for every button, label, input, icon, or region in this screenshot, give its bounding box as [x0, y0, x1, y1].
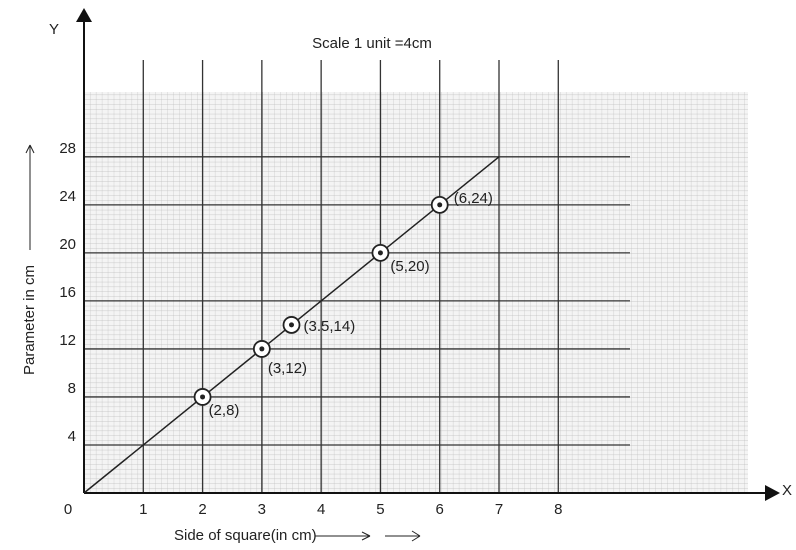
- point-dot: [200, 394, 206, 400]
- y-arrow: [76, 8, 92, 22]
- chart-title: Scale 1 unit =4cm: [312, 35, 432, 52]
- y-tick-label: 4: [68, 428, 76, 445]
- x-tick-label: 4: [317, 501, 325, 518]
- x-label-arrow: [315, 531, 371, 541]
- x-axis-name: X: [782, 482, 792, 499]
- y-tick-label: 8: [68, 380, 76, 397]
- point-dot: [437, 202, 443, 208]
- x-tick-label: 5: [376, 501, 384, 518]
- y-tick-label: 16: [59, 284, 76, 301]
- grid: [84, 60, 630, 493]
- x-tick-label: 2: [198, 501, 206, 518]
- point-dot: [377, 250, 383, 256]
- point-label: (6,24): [454, 190, 493, 207]
- x-tick-label: 6: [436, 501, 444, 518]
- point-label: (3.5,14): [304, 318, 356, 335]
- x-tick-label: 7: [495, 501, 503, 518]
- y-tick-label: 12: [59, 332, 76, 349]
- point-label: (5,20): [390, 258, 429, 275]
- x-arrow: [765, 485, 780, 501]
- y-tick-label: 20: [59, 236, 76, 253]
- y-tick-label: 28: [59, 140, 76, 157]
- minor-grid: [84, 92, 748, 493]
- y-label-arrow: [25, 144, 35, 250]
- y-axis-name: Y: [49, 21, 59, 38]
- point-label: (3,12): [268, 360, 307, 377]
- point-dot: [259, 346, 265, 352]
- point-label: (2,8): [209, 402, 240, 419]
- x-axis-label: Side of square(in cm): [174, 527, 317, 544]
- x-label-arrow: [385, 530, 421, 542]
- y-tick-label: 24: [59, 188, 76, 205]
- y-axis-label: Parameter in cm: [21, 265, 38, 375]
- point-dot: [289, 322, 294, 328]
- x-tick-label: 8: [554, 501, 562, 518]
- x-tick-label: 3: [258, 501, 266, 518]
- x-tick-label: 0: [64, 501, 72, 518]
- x-tick-label: 1: [139, 501, 147, 518]
